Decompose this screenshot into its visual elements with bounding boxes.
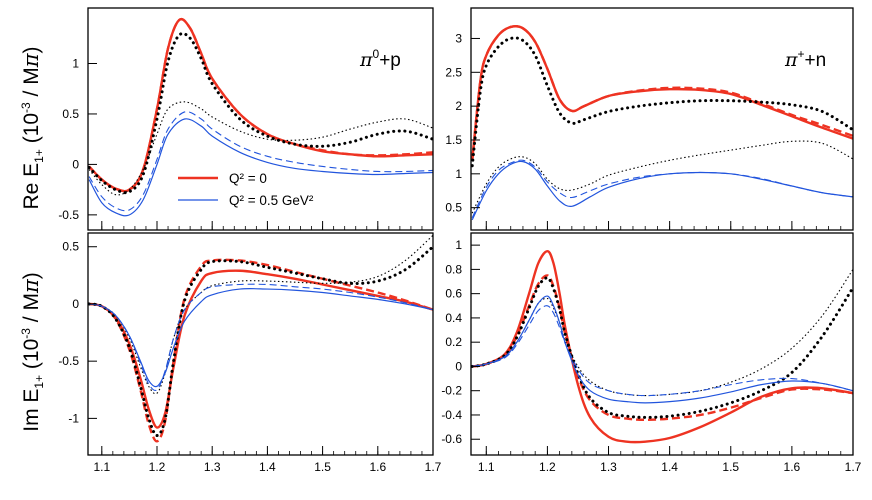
y-tick-label: -0.5: [58, 208, 79, 222]
y-tick-label: 3: [455, 31, 462, 45]
panel-frame: [87, 232, 434, 456]
series-black-thin-dotted: [471, 140, 853, 214]
series-black-thin-dotted: [89, 234, 433, 395]
x-tick-label: 1.6: [784, 460, 801, 474]
legend: Q² = 0 Q² = 0.5 GeV²: [178, 171, 314, 208]
y-tick-label: -0.4: [441, 408, 462, 422]
legend-label-q05: Q² = 0.5 GeV²: [229, 193, 314, 208]
y-tick-label: 0.6: [445, 287, 462, 301]
legend-label-q0: Q² = 0: [229, 171, 267, 186]
reaction-label: π++n: [784, 47, 826, 71]
ylabel-re-pi: π: [19, 52, 43, 68]
series-group: [471, 25, 853, 221]
y-tick-label: 0.4: [445, 311, 462, 325]
ylabel-im-exp: -3: [19, 328, 33, 339]
ylabel-re-close: ): [20, 46, 43, 53]
panel-frame: [470, 7, 854, 231]
series-blue-dashed: [471, 159, 853, 219]
y-tick-label: 1.5: [445, 133, 462, 147]
y-tick-label: 0: [72, 297, 79, 311]
series-group: [88, 17, 433, 217]
y-tick-label: 0.5: [62, 240, 79, 254]
y-tick-label: 0.8: [445, 262, 462, 276]
series-black-thick-dotted: [88, 31, 433, 195]
series-blue-dashed: [88, 111, 433, 212]
ylabel-re: Re E1+ (10-3 / Mπ): [19, 46, 46, 209]
y-tick-label: 1: [72, 57, 79, 71]
panel-im-pipn: -0.6 -0.4 -0.2 0 0.2 0.4 0.6 0.8 1 1.1 1.2 1.3 1.4 1.…: [441, 232, 862, 474]
x-tick-label: 1.4: [661, 460, 678, 474]
panel-re-pi0p: -0.500.51 π0+p: [58, 7, 434, 231]
y-tick-label: 0.2: [445, 335, 462, 349]
series-black-thick-dotted: [471, 36, 853, 168]
series-black-thin-dotted: [88, 101, 433, 196]
ylabel-im-units: (10: [20, 339, 43, 375]
y-tick-label: 0: [72, 157, 79, 171]
series-blue-solid: [471, 160, 853, 221]
x-tick-label: 1.1: [478, 460, 495, 474]
x-tick-label: 1.6: [369, 460, 386, 474]
series-red-dashed: [88, 258, 433, 443]
y-tick-label: -0.2: [441, 384, 462, 398]
series-red-dashed: [471, 25, 853, 161]
ylabel-im-pi: π: [19, 278, 43, 294]
series-red-dashed: [472, 274, 853, 422]
panel-frame: [87, 7, 434, 231]
ylabel-im-main: Im E: [20, 389, 43, 432]
reaction-pi: π: [359, 49, 373, 71]
ylabel-re-exp: -3: [19, 102, 33, 113]
x-tick-label: 1.5: [722, 460, 739, 474]
x-tick-label: 1.7: [425, 460, 442, 474]
panel-frame: [470, 232, 854, 456]
y-tick-label: 1: [455, 238, 462, 252]
x-tick-label: 1.1: [93, 460, 110, 474]
ylabel-im-tail: / M: [20, 293, 43, 328]
ylabel-im-sub: 1+: [32, 375, 46, 389]
y-tick-label: 1: [455, 167, 462, 181]
panel-im-pi0p: -1 -0.5 0 0.5 1.1 1.2 1.3 1.4 1.5 1.6 1.7: [58, 232, 442, 474]
y-tick-label: 0.5: [445, 201, 462, 215]
y-tick-label: 2: [455, 99, 462, 113]
x-tick-label: 1.2: [539, 460, 556, 474]
reaction-rest: +n: [805, 50, 827, 71]
x-tick-label: 1.5: [314, 460, 331, 474]
reaction-charge: +: [798, 47, 805, 61]
series-blue-solid: [88, 118, 433, 217]
series-black-thin-dotted: [472, 269, 853, 397]
series-group: [88, 234, 433, 443]
y-tick-label: -0.5: [58, 354, 79, 368]
series-blue-solid: [472, 295, 853, 404]
series-red-dashed: [88, 17, 433, 193]
y-tick-label: 0.5: [62, 107, 79, 121]
ylabel-im-close: ): [20, 272, 43, 279]
series-red-solid: [88, 17, 433, 193]
y-tick-label: -1: [68, 411, 79, 425]
panel-re-pipn: 0.5 1 1.5 2 2.5 3 π++n: [445, 7, 854, 231]
y-tick-label: -0.6: [441, 432, 462, 446]
series-group: [471, 249, 853, 444]
reaction-pi: π: [784, 49, 798, 71]
series-red-solid: [471, 25, 853, 161]
ylabel-re-sub: 1+: [32, 149, 46, 163]
series-blue-solid: [88, 288, 433, 388]
x-tick-label: 1.2: [149, 460, 166, 474]
ylabel-im: Im E1+ (10-3 / Mπ): [19, 272, 46, 432]
ylabel-re-main: Re E: [20, 163, 43, 210]
reaction-label: π0+p: [359, 47, 401, 71]
x-tick-label: 1.3: [600, 460, 617, 474]
series-black-thick-dotted: [88, 245, 433, 438]
x-tick-label: 1.4: [259, 460, 276, 474]
series-black-thick-dotted: [471, 276, 853, 419]
reaction-rest: +p: [379, 50, 401, 71]
reaction-charge: 0: [373, 47, 380, 61]
series-red-solid: [88, 269, 433, 429]
x-tick-label: 1.7: [845, 460, 862, 474]
ylabel-re-tail: / M: [20, 67, 43, 102]
y-tick-label: 2.5: [445, 65, 462, 79]
y-tick-label: 0: [455, 359, 462, 373]
ylabel-re-units: (10: [20, 113, 43, 149]
x-tick-label: 1.3: [204, 460, 221, 474]
series-red-solid: [472, 249, 853, 444]
